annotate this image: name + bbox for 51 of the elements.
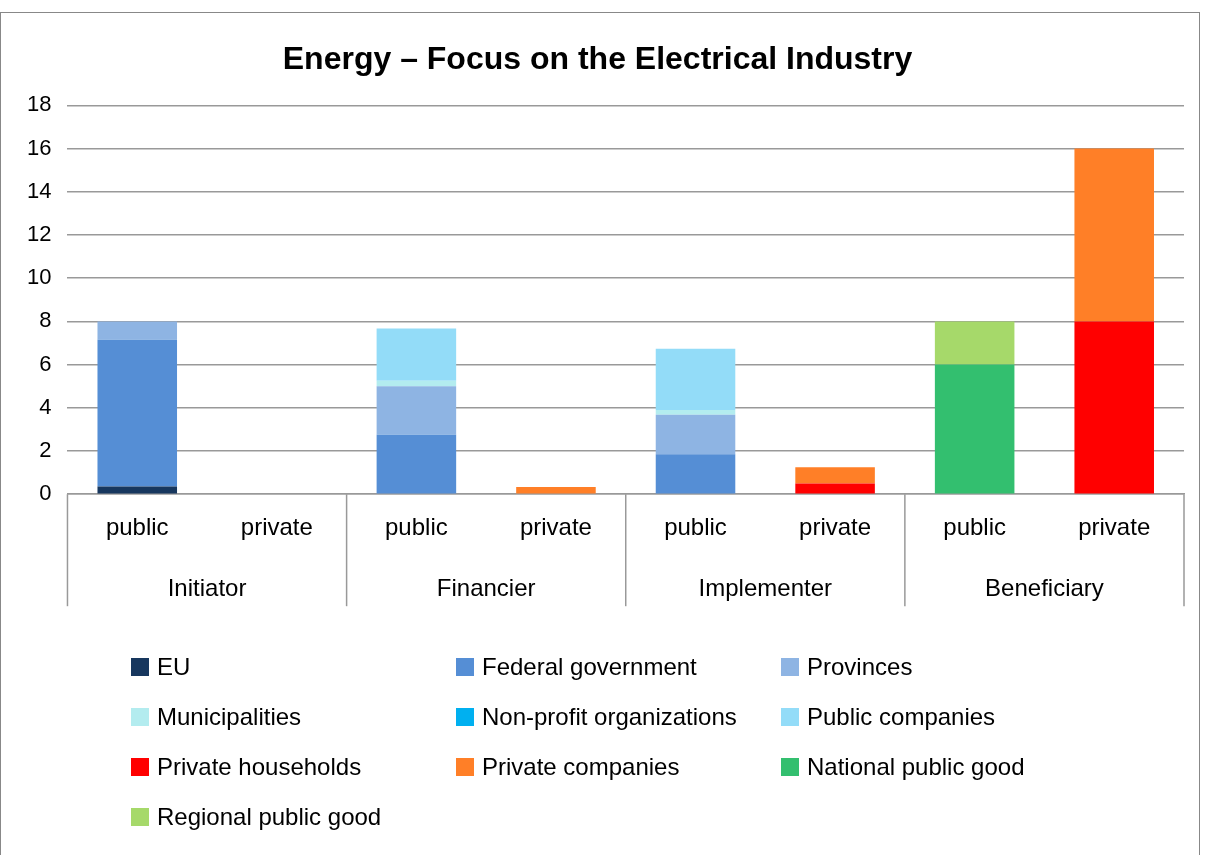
legend-label: Public companies xyxy=(807,703,996,731)
bar xyxy=(795,483,875,494)
bar xyxy=(655,409,736,415)
x-tick-label: public xyxy=(105,513,169,541)
legend-label: Provinces xyxy=(807,653,913,681)
x-tick-label: private xyxy=(240,513,313,541)
bar xyxy=(655,414,736,455)
legend-label: Regional public good xyxy=(157,803,382,831)
legend-label: Private households xyxy=(157,753,362,781)
bar xyxy=(376,434,457,494)
chart-title: Energy – Focus on the Electrical Industry xyxy=(282,40,913,77)
bar xyxy=(97,486,178,494)
y-tick-label: 12 xyxy=(26,221,52,247)
bar xyxy=(97,339,178,487)
text: Beneficiary xyxy=(985,573,1104,601)
y-tick-label: 8 xyxy=(39,307,52,333)
x-tick-label: private xyxy=(519,513,592,541)
x-tick-label: public xyxy=(943,513,1007,541)
y-tick-label: 10 xyxy=(26,264,52,290)
legend-label: EU xyxy=(157,653,191,681)
text: Initiator xyxy=(167,573,247,601)
bar xyxy=(655,348,736,410)
bar xyxy=(516,487,596,494)
y-tick-label: 14 xyxy=(26,177,52,203)
x-tick-label: private xyxy=(1078,513,1151,541)
legend-label: National public good xyxy=(807,753,1025,781)
bar xyxy=(655,454,736,494)
y-tick-label: 6 xyxy=(39,350,52,376)
bar xyxy=(934,364,1015,494)
bar xyxy=(1074,321,1154,494)
y-tick-label: 18 xyxy=(26,91,52,117)
y-tick-label: 16 xyxy=(26,134,52,160)
bar xyxy=(376,386,457,435)
legend-label: Municipalities xyxy=(157,703,302,731)
x-tick-label: public xyxy=(664,513,727,541)
y-tick-label: 2 xyxy=(39,437,52,463)
bar xyxy=(1074,148,1154,322)
bar xyxy=(795,467,875,484)
legend-label: Private companies xyxy=(482,753,680,781)
y-tick-label: 4 xyxy=(39,393,52,419)
bar xyxy=(97,321,178,340)
legend-label: Federal government xyxy=(482,653,697,681)
bar xyxy=(376,380,457,387)
x-tick-label: public xyxy=(385,513,448,541)
y-tick-label: 0 xyxy=(39,480,52,506)
legend-label: Non-profit organizations xyxy=(482,703,737,731)
bar xyxy=(376,328,457,381)
text: Implementer xyxy=(698,573,832,601)
x-tick-label: private xyxy=(799,513,872,541)
text: Financier xyxy=(436,573,536,601)
bar xyxy=(934,321,1015,365)
